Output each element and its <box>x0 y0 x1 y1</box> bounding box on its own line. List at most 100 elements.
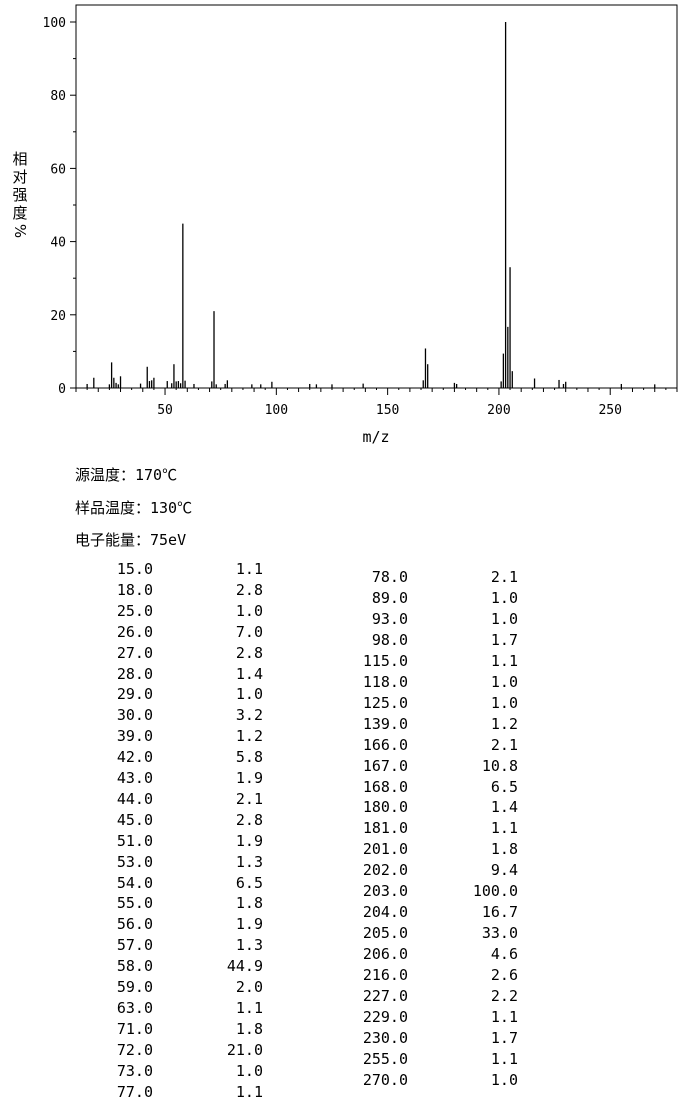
abundance-value: 2.8 <box>235 580 263 599</box>
abundance-value: 1.0 <box>490 588 518 607</box>
abundance-value: 1.1 <box>490 1049 518 1068</box>
mz-value: 55.0 <box>116 894 153 913</box>
table-row: 168.0 6.5 <box>300 778 560 798</box>
mz-value: 25.0 <box>116 601 153 620</box>
mz-value: 78.0 <box>371 568 408 586</box>
abundance-value: 1.4 <box>235 664 263 683</box>
abundance-value: 44.9 <box>226 957 263 976</box>
x-tick-label: 200 <box>487 403 510 418</box>
mz-value: 202.0 <box>362 861 408 880</box>
table-row: 78.0 2.1 <box>300 568 560 588</box>
x-tick-label: 50 <box>157 403 173 418</box>
mz-value: 216.0 <box>362 966 408 985</box>
peak-table-left: 15.0 1.1 18.0 2.8 25.0 1.0 26.0 7.0 27.0 2.8 28.0 1… <box>0 560 300 1103</box>
mz-value: 18.0 <box>116 580 153 599</box>
abundance-value: 1.4 <box>490 798 518 817</box>
table-row: 89.0 1.0 <box>300 589 560 609</box>
table-row: 203.0 100.0 <box>300 882 560 902</box>
table-row: 227.0 2.2 <box>300 987 560 1007</box>
x-tick-label: 100 <box>265 403 288 418</box>
table-row: 98.0 1.7 <box>300 631 560 651</box>
mz-value: 44.0 <box>116 789 153 808</box>
plot-border <box>75 4 678 389</box>
mz-value: 203.0 <box>362 882 408 901</box>
abundance-value: 1.0 <box>490 672 518 691</box>
abundance-value: 2.1 <box>490 568 518 586</box>
x-axis: 50 100 150 200 250 <box>75 388 678 418</box>
table-row: 63.0 1.1 <box>0 999 300 1019</box>
y-axis: 0 20 40 60 80 100 <box>43 16 76 397</box>
abundance-value: 1.7 <box>490 1028 518 1047</box>
abundance-value: 16.7 <box>481 903 518 922</box>
abundance-value: 1.9 <box>235 915 263 934</box>
table-row: 25.0 1.0 <box>0 602 300 622</box>
table-row: 180.0 1.4 <box>300 798 560 818</box>
abundance-value: 1.0 <box>235 601 263 620</box>
abundance-value: 100.0 <box>472 882 518 901</box>
table-row: 166.0 2.1 <box>300 736 560 756</box>
abundance-value: 1.0 <box>490 1070 518 1089</box>
table-row: 230.0 1.7 <box>300 1029 560 1049</box>
abundance-value: 33.0 <box>481 924 518 943</box>
mz-value: 201.0 <box>362 840 408 859</box>
table-row: 27.0 2.8 <box>0 644 300 664</box>
mz-value: 180.0 <box>362 798 408 817</box>
mz-value: 89.0 <box>371 588 408 607</box>
table-row: 51.0 1.9 <box>0 832 300 852</box>
mz-value: 230.0 <box>362 1028 408 1047</box>
table-row: 26.0 7.0 <box>0 623 300 643</box>
mz-value: 30.0 <box>116 706 153 725</box>
table-row: 206.0 4.6 <box>300 945 560 965</box>
abundance-value: 2.1 <box>235 789 263 808</box>
mz-value: 53.0 <box>116 852 153 871</box>
mz-value: 26.0 <box>116 622 153 641</box>
abundance-value: 1.1 <box>235 998 263 1017</box>
table-row: 229.0 1.1 <box>300 1008 560 1028</box>
abundance-value: 2.8 <box>235 810 263 829</box>
y-axis-label-char: % <box>11 224 29 238</box>
abundance-value: 1.3 <box>235 936 263 955</box>
table-row: 28.0 1.4 <box>0 665 300 685</box>
mz-value: 227.0 <box>362 987 408 1005</box>
abundance-value: 7.0 <box>235 622 263 641</box>
mz-value: 204.0 <box>362 903 408 922</box>
mz-value: 205.0 <box>362 924 408 943</box>
mz-value: 168.0 <box>362 777 408 796</box>
abundance-value: 1.0 <box>235 1061 263 1080</box>
table-row: 30.0 3.2 <box>0 706 300 726</box>
abundance-value: 1.1 <box>235 1082 263 1101</box>
y-axis-label-char: 相 <box>12 150 27 168</box>
abundance-value: 1.1 <box>490 651 518 670</box>
table-row: 77.0 1.1 <box>0 1083 300 1103</box>
abundance-value: 1.2 <box>490 714 518 733</box>
table-row: 270.0 1.0 <box>300 1071 560 1091</box>
mz-value: 255.0 <box>362 1049 408 1068</box>
table-row: 45.0 2.8 <box>0 811 300 831</box>
table-row: 93.0 1.0 <box>300 610 560 630</box>
mz-value: 27.0 <box>116 643 153 662</box>
mz-value: 125.0 <box>362 693 408 712</box>
table-row: 72.0 21.0 <box>0 1041 300 1061</box>
y-tick-label: 0 <box>58 382 66 397</box>
mz-value: 54.0 <box>116 873 153 892</box>
table-row: 55.0 1.8 <box>0 894 300 914</box>
y-axis-label-char: 度 <box>12 204 27 222</box>
abundance-value: 2.6 <box>490 966 518 985</box>
abundance-value: 1.9 <box>235 769 263 787</box>
table-row: 39.0 1.2 <box>0 727 300 747</box>
table-row: 115.0 1.1 <box>300 652 560 672</box>
abundance-value: 2.1 <box>490 735 518 754</box>
mz-value: 181.0 <box>362 819 408 838</box>
table-row: 201.0 1.8 <box>300 840 560 860</box>
mz-value: 43.0 <box>116 769 153 787</box>
abundance-value: 4.6 <box>490 945 518 964</box>
abundance-value: 1.2 <box>235 727 263 746</box>
mz-value: 58.0 <box>116 957 153 976</box>
abundance-value: 1.1 <box>235 560 263 578</box>
mz-value: 270.0 <box>362 1070 408 1089</box>
abundance-value: 10.8 <box>481 756 518 775</box>
abundance-value: 9.4 <box>490 861 518 880</box>
mz-value: 63.0 <box>116 998 153 1017</box>
